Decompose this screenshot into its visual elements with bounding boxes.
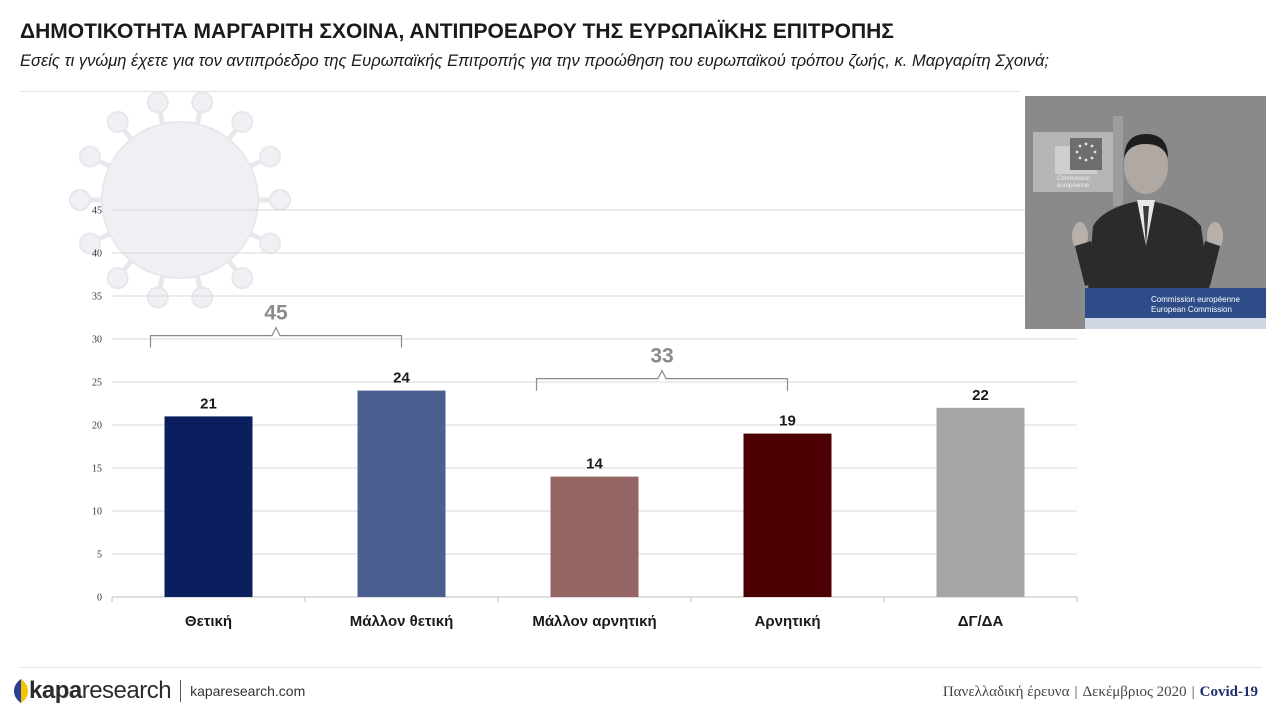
bar — [164, 416, 253, 597]
data-label: 19 — [779, 413, 796, 430]
bar — [357, 390, 446, 597]
bracket — [149, 326, 403, 348]
y-tick-label: 5 — [97, 550, 102, 561]
footer-caption: Πανελλαδική έρευνα | Δεκέμβριος 2020 | Covid… — [943, 684, 1258, 701]
footer-separator-1: | — [1074, 684, 1078, 700]
bracket — [535, 369, 789, 391]
header-divider — [20, 91, 1020, 92]
data-label: 24 — [393, 370, 410, 387]
logo-wordmark-light: research — [81, 677, 172, 704]
sign-text-2: European Commission — [1151, 305, 1232, 314]
bar — [743, 433, 832, 597]
y-tick-label: 30 — [92, 335, 102, 346]
y-tick-label: 10 — [92, 507, 102, 518]
footer-divider — [20, 667, 1262, 668]
y-tick-label: 45 — [92, 206, 102, 217]
data-label: 21 — [200, 395, 217, 412]
y-tick-label: 40 — [92, 249, 102, 260]
speaker-photo-illustration: Commission européenne Commission europée… — [1025, 96, 1266, 329]
category-label: ΔΓ/ΔΑ — [958, 613, 1004, 630]
bar — [936, 407, 1025, 597]
y-tick-label: 0 — [97, 593, 102, 604]
page-title: ΔΗΜΟΤΙΚΟΤΗΤΑ ΜΑΡΓΑΡΙΤΗ ΣΧΟΙΝΑ, ΑΝΤΙΠΡΟΕΔ… — [20, 20, 894, 43]
y-tick-label: 15 — [92, 464, 102, 475]
bar — [550, 476, 639, 597]
logo-mark-icon — [14, 679, 28, 703]
category-label: Αρνητική — [754, 613, 820, 630]
y-tick-label: 25 — [92, 378, 102, 389]
category-label: Μάλλον θετική — [350, 613, 454, 630]
footer-survey: Πανελλαδική έρευνα — [942, 684, 1070, 700]
data-label: 22 — [972, 387, 989, 404]
data-label: 14 — [586, 456, 603, 473]
backdrop-text-1: Commission — [1057, 176, 1090, 182]
virus-watermark-icon — [69, 91, 291, 309]
sign-text-1: Commission européenne — [1151, 295, 1240, 304]
footer-topic: Covid-19 — [1199, 684, 1258, 700]
kapa-research-logo: kaparesearch kaparesearch.com — [13, 676, 305, 706]
website-link[interactable]: kaparesearch.com — [190, 683, 306, 699]
footer-date: Δεκέμβριος 2020 — [1082, 684, 1187, 700]
category-label: Μάλλον αρνητική — [532, 613, 656, 630]
bracket-total-label: 33 — [650, 345, 673, 368]
logo-wordmark-bold: kapa — [29, 677, 82, 704]
question-subtitle: Εσείς τι γνώμη έχετε για τον αντιπρόεδρο… — [20, 52, 1049, 70]
backdrop-text-2: européenne — [1057, 183, 1090, 189]
logo-separator — [180, 680, 182, 702]
speaker-photo: Commission européenne Commission europée… — [1025, 96, 1266, 329]
category-label: Θετική — [185, 613, 232, 630]
y-tick-label: 20 — [92, 421, 102, 432]
logo-wordmark: kaparesearch — [29, 677, 172, 705]
bracket-total-label: 45 — [264, 302, 288, 325]
y-tick-label: 35 — [92, 292, 102, 303]
footer-separator-2: | — [1191, 684, 1195, 700]
